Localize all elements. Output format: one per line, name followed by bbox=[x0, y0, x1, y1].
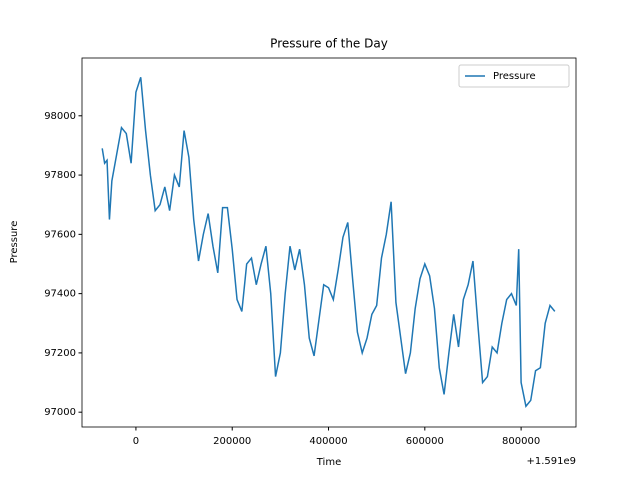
y-tick-label: 97800 bbox=[44, 170, 76, 181]
line-series bbox=[101, 77, 556, 408]
y-axis-label: Pressure bbox=[9, 221, 20, 264]
y-tick-label: 97400 bbox=[44, 289, 76, 300]
y-tick-label: 97000 bbox=[44, 407, 76, 418]
legend-box bbox=[458, 64, 570, 88]
y-tick-label: 97600 bbox=[44, 229, 76, 240]
y-tick-label: 97200 bbox=[44, 348, 76, 359]
chart-title: Pressure of the Day bbox=[270, 37, 388, 51]
x-tick-label: 400000 bbox=[309, 436, 347, 447]
x-axis-label: Time bbox=[316, 457, 341, 468]
x-tick-label: 800000 bbox=[502, 436, 540, 447]
y-tick-label: 98000 bbox=[44, 111, 76, 122]
x-offset-label: +1.591e9 bbox=[526, 456, 576, 467]
x-tick-label: 600000 bbox=[406, 436, 444, 447]
x-tick-label: 0 bbox=[133, 436, 139, 447]
x-tick-label: 200000 bbox=[213, 436, 251, 447]
plot-frame bbox=[81, 57, 577, 428]
legend-label: Pressure bbox=[493, 71, 536, 82]
